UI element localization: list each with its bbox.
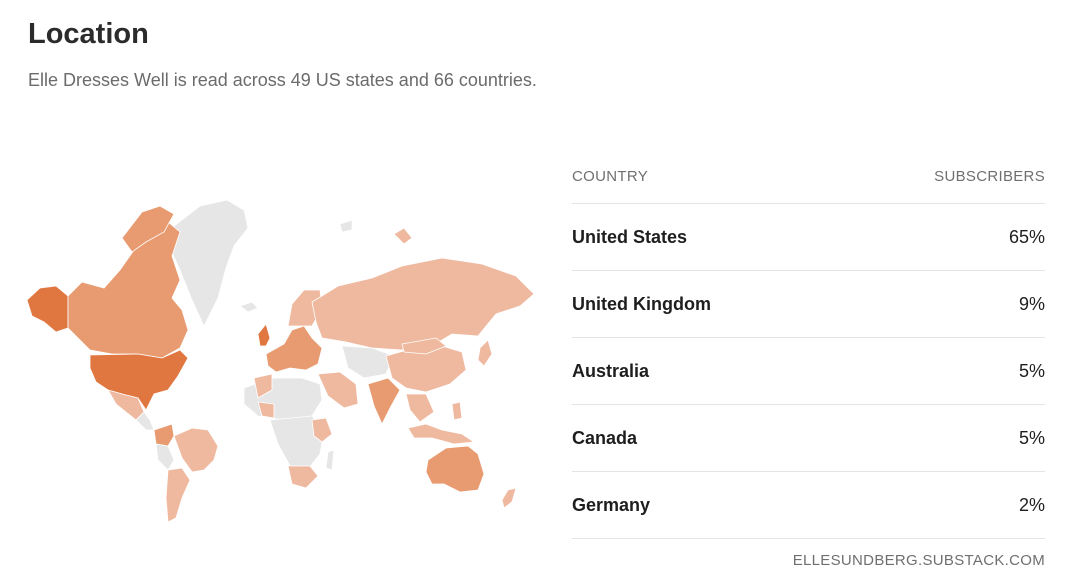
map-europe[interactable] bbox=[265, 325, 323, 373]
map-country-south-africa[interactable] bbox=[287, 465, 319, 489]
country-name: United Kingdom bbox=[572, 293, 711, 314]
subscriber-share: 5% bbox=[1018, 427, 1045, 448]
world-map bbox=[26, 199, 535, 523]
map-central-america[interactable] bbox=[135, 411, 155, 431]
page-subtitle: Elle Dresses Well is read across 49 US s… bbox=[28, 70, 537, 90]
subscriber-share: 2% bbox=[1018, 494, 1045, 515]
map-country-philippines[interactable] bbox=[451, 401, 463, 421]
page-title: Location bbox=[28, 18, 149, 50]
map-west-africa[interactable] bbox=[257, 401, 275, 419]
subscriber-share: 9% bbox=[1018, 293, 1045, 314]
map-country-australia[interactable] bbox=[425, 445, 485, 493]
map-country-india[interactable] bbox=[367, 377, 401, 425]
table-row[interactable]: United Kingdom 9% bbox=[572, 271, 1045, 338]
map-country-morocco[interactable] bbox=[253, 373, 273, 399]
map-country-colombia[interactable] bbox=[153, 423, 175, 447]
table-row[interactable]: Australia 5% bbox=[572, 338, 1045, 405]
country-name: United States bbox=[572, 226, 688, 247]
table-row[interactable]: Canada 5% bbox=[572, 405, 1045, 472]
map-country-argentina[interactable] bbox=[165, 467, 191, 523]
table-row[interactable]: Germany 2% bbox=[572, 472, 1045, 539]
map-islands-svalbard bbox=[339, 219, 353, 233]
map-country-peru[interactable] bbox=[155, 443, 175, 471]
table-header: COUNTRY SUBSCRIBERS bbox=[572, 150, 1045, 204]
map-middle-east[interactable] bbox=[317, 371, 359, 409]
map-country-uk[interactable] bbox=[257, 323, 271, 347]
map-country-usa[interactable] bbox=[89, 349, 189, 411]
map-country-new-zealand[interactable] bbox=[501, 487, 517, 509]
map-country-mongolia[interactable] bbox=[401, 337, 447, 355]
map-country-japan[interactable] bbox=[477, 339, 493, 367]
country-name: Germany bbox=[572, 494, 651, 515]
map-country-madagascar[interactable] bbox=[325, 449, 335, 471]
country-name: Australia bbox=[572, 360, 650, 381]
subscribers-column-header[interactable]: SUBSCRIBERS bbox=[934, 168, 1045, 185]
source-attribution: ELLESUNDBERG.SUBSTACK.COM bbox=[792, 552, 1045, 569]
map-country-indonesia[interactable] bbox=[407, 423, 476, 445]
map-southeast-asia[interactable] bbox=[405, 393, 435, 423]
subscriber-share: 5% bbox=[1018, 360, 1045, 381]
map-east-africa[interactable] bbox=[311, 417, 333, 443]
country-column-header[interactable]: COUNTRY bbox=[572, 168, 648, 185]
map-country-russia[interactable] bbox=[311, 257, 535, 351]
map-country-alaska[interactable] bbox=[26, 285, 69, 333]
map-country-brazil[interactable] bbox=[173, 427, 219, 473]
map-islands-arctic bbox=[393, 227, 413, 245]
country-name: Canada bbox=[572, 427, 638, 448]
map-central-africa[interactable] bbox=[269, 415, 325, 473]
map-country-iceland[interactable] bbox=[239, 301, 259, 313]
map-country-canada[interactable] bbox=[67, 221, 189, 359]
location-table: COUNTRY SUBSCRIBERS United States 65% Un… bbox=[572, 150, 1045, 539]
table-row[interactable]: United States 65% bbox=[572, 204, 1045, 271]
map-central-asia[interactable] bbox=[341, 345, 395, 379]
map-canada-islands[interactable] bbox=[121, 205, 175, 253]
map-country-greenland bbox=[167, 199, 249, 327]
subscriber-share: 65% bbox=[1008, 226, 1045, 247]
